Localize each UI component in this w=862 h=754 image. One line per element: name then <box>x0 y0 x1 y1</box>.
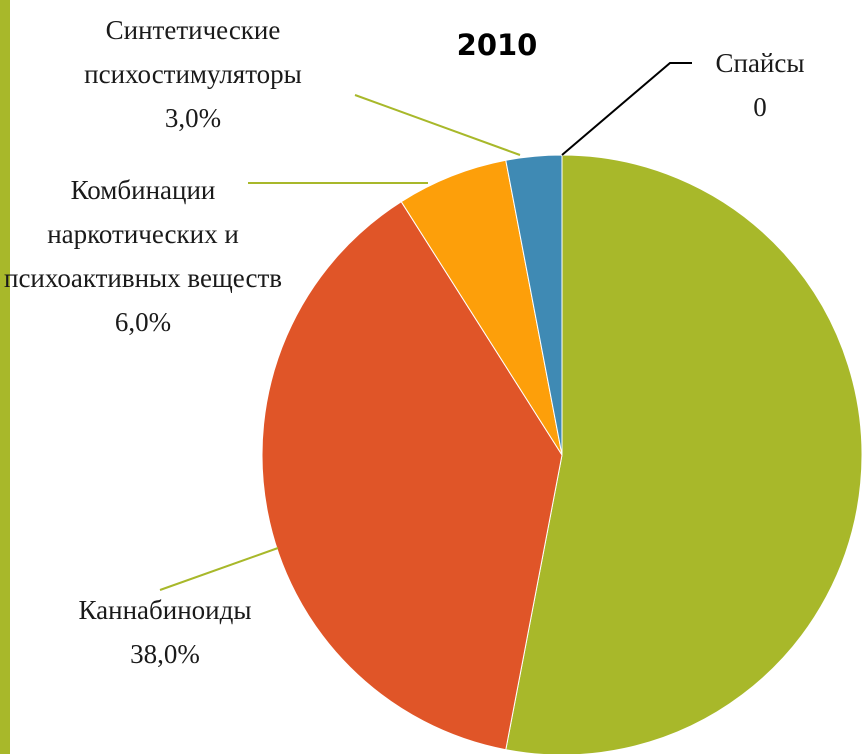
data-label: Синтетические психостимуляторы 3,0% <box>48 8 338 140</box>
slices <box>261 154 862 754</box>
leader-line <box>561 62 692 156</box>
value-label: 38,0% <box>130 639 200 669</box>
value-label: 3,0% <box>164 103 222 133</box>
data-label: Комбинации наркотических и психоактивных… <box>3 168 283 344</box>
leader-line <box>159 547 279 591</box>
chart-title: 2010 <box>456 28 538 62</box>
category-label: Комбинации наркотических и психоактивных… <box>4 175 282 293</box>
pie-slice <box>505 154 862 754</box>
value-label: 0 <box>753 92 767 122</box>
value-label: 6,0% <box>114 307 172 337</box>
leader-line <box>354 94 521 156</box>
data-label: Спайсы 0 <box>700 41 820 129</box>
category-label: Спайсы <box>715 48 805 78</box>
category-label: Синтетические психостимуляторы <box>84 15 302 89</box>
category-label: Каннабиноиды <box>78 595 252 625</box>
side-bar <box>0 0 10 754</box>
pie-slice <box>261 201 563 751</box>
data-label: Каннабиноиды 38,0% <box>15 588 315 676</box>
